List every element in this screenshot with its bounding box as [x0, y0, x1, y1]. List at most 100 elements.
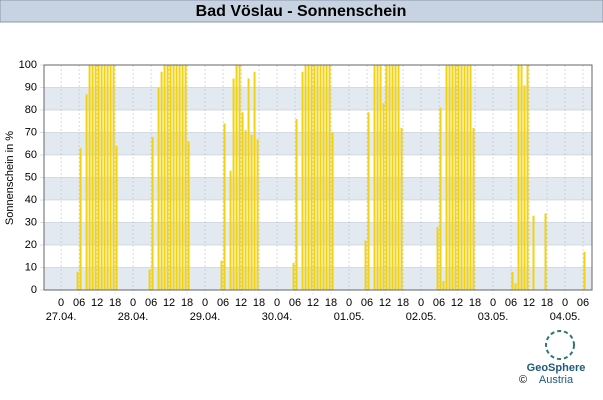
bar — [316, 65, 319, 290]
bar — [385, 65, 388, 290]
bar — [76, 272, 79, 290]
bar — [94, 65, 97, 290]
bar — [223, 123, 226, 290]
bar — [457, 65, 460, 290]
x-tick-label: 12 — [379, 297, 391, 309]
logo-icon — [545, 330, 575, 360]
bar — [115, 146, 118, 290]
bar — [448, 65, 451, 290]
bar — [379, 65, 382, 290]
bar — [322, 65, 325, 290]
x-tick-label: 18 — [469, 297, 481, 309]
bar — [241, 112, 244, 290]
bar — [307, 65, 310, 290]
bar — [544, 213, 547, 290]
x-tick-label: 18 — [109, 297, 121, 309]
x-tick-label: 06 — [577, 297, 589, 309]
bar — [169, 65, 172, 290]
bar — [100, 65, 103, 290]
bar — [313, 65, 316, 290]
chart-title: Bad Vöslau - Sonnenschein — [196, 3, 407, 20]
y-tick-label: 0 — [31, 284, 37, 296]
bar — [454, 65, 457, 290]
bar — [244, 130, 247, 290]
bar — [331, 132, 334, 290]
bar — [256, 139, 259, 290]
x-tick-label: 06 — [361, 297, 373, 309]
bar — [445, 65, 448, 290]
bar — [148, 269, 151, 290]
y-tick-label: 70 — [25, 126, 37, 138]
x-tick-label: 06 — [289, 297, 301, 309]
bar — [172, 65, 175, 290]
bar — [391, 65, 394, 290]
date-label: 04.05. — [550, 311, 581, 323]
logo-name: GeoSphere — [527, 362, 586, 374]
bar — [253, 71, 256, 290]
bar — [466, 65, 469, 290]
bar — [451, 65, 454, 290]
bar — [106, 65, 109, 290]
date-label: 28.04. — [118, 311, 149, 323]
bar — [400, 128, 403, 290]
bar — [373, 65, 376, 290]
x-tick-label: 06 — [433, 297, 445, 309]
bar — [109, 65, 112, 290]
bar — [157, 87, 160, 290]
bar — [328, 65, 331, 290]
x-tick-label: 06 — [73, 297, 85, 309]
bar — [514, 283, 517, 290]
x-tick-label: 0 — [562, 297, 568, 309]
bar — [388, 65, 391, 290]
logo: GeoSphere Austria © — [519, 330, 586, 386]
x-tick-label: 12 — [163, 297, 175, 309]
x-tick-label: 0 — [274, 297, 280, 309]
header-bar — [0, 0, 603, 23]
bar — [181, 65, 184, 290]
bar — [238, 65, 241, 290]
copyright: © — [519, 374, 527, 386]
y-tick-label: 100 — [19, 59, 37, 71]
bar — [439, 107, 442, 290]
bar — [469, 65, 472, 290]
bar — [382, 103, 385, 290]
bar — [229, 170, 232, 290]
bar — [526, 65, 529, 290]
bar — [292, 263, 295, 290]
x-tick-label: 0 — [490, 297, 496, 309]
bar — [394, 65, 397, 290]
bar — [232, 78, 235, 290]
x-tick-label: 0 — [418, 297, 424, 309]
bar — [184, 65, 187, 290]
bar — [151, 137, 154, 290]
x-tick-label: 12 — [91, 297, 103, 309]
y-tick-label: 10 — [25, 261, 37, 273]
bar — [532, 215, 535, 290]
bar — [436, 227, 439, 290]
bar — [295, 119, 298, 290]
bar — [166, 65, 169, 290]
plot-frame — [43, 64, 593, 291]
bar — [91, 65, 94, 290]
x-tick-label: 18 — [253, 297, 265, 309]
bar — [112, 65, 115, 290]
bar — [364, 240, 367, 290]
x-tick-label: 12 — [523, 297, 535, 309]
y-tick-label: 20 — [25, 239, 37, 251]
bar — [160, 71, 163, 290]
x-tick-label: 18 — [181, 297, 193, 309]
bar — [517, 65, 520, 290]
bar — [472, 128, 475, 290]
y-tick-label: 30 — [25, 216, 37, 228]
x-tick-label: 18 — [397, 297, 409, 309]
bar — [523, 85, 526, 290]
bar — [97, 65, 100, 290]
bar — [301, 71, 304, 290]
date-label: 03.05. — [478, 311, 509, 323]
x-tick-label: 06 — [505, 297, 517, 309]
bar — [88, 65, 91, 290]
bar — [310, 65, 313, 290]
x-tick-label: 0 — [58, 297, 64, 309]
x-tick-label: 12 — [451, 297, 463, 309]
